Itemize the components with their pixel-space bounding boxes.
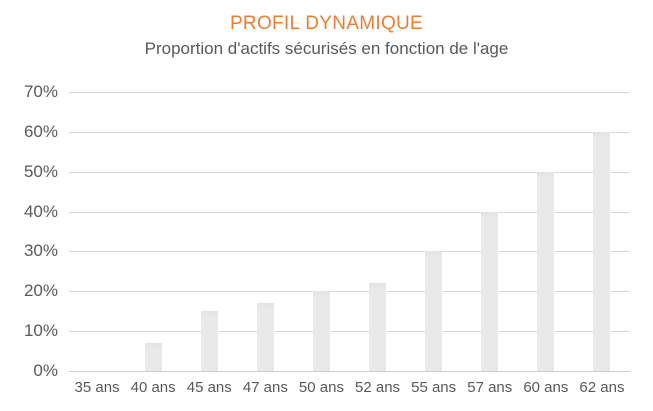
- x-axis-category-label: 40 ans: [130, 379, 176, 396]
- y-axis-tick-label: 0%: [33, 361, 58, 380]
- bar: [256, 303, 274, 371]
- bar: [425, 251, 443, 371]
- y-axis-tick-label: 20%: [23, 281, 58, 301]
- y-axis-tick-label: 50%: [23, 161, 58, 181]
- x-axis-category-label: 60 ans: [523, 379, 569, 396]
- x-axis-category-label: 47 ans: [242, 379, 288, 396]
- plot-area: [69, 92, 630, 372]
- gridline: [69, 331, 630, 333]
- x-axis-category-label: 35 ans: [74, 379, 120, 396]
- bar: [537, 171, 555, 371]
- bar: [144, 343, 162, 371]
- x-axis-category-label: 55 ans: [411, 379, 457, 396]
- y-axis-tick-label: 70%: [23, 82, 58, 101]
- bar: [593, 131, 611, 371]
- gridline: [69, 211, 630, 213]
- gridline: [69, 171, 630, 173]
- y-axis-tick-label: 10%: [23, 321, 58, 341]
- x-axis-category-label: 52 ans: [355, 379, 401, 396]
- y-axis-tick-label: 40%: [23, 201, 58, 221]
- chart-title: PROFIL DYNAMIQUE: [229, 13, 424, 34]
- x-axis: 35 ans 40 ans 45 ans 47 ans 50 ans 52 ans 55 a…: [69, 372, 630, 402]
- x-axis-line: [69, 371, 630, 372]
- bar: [369, 283, 387, 371]
- gridline: [69, 291, 630, 293]
- bar: [200, 311, 218, 371]
- x-axis-category-label: 50 ans: [298, 379, 344, 396]
- y-axis-tick-label: 30%: [23, 241, 58, 261]
- x-axis-category-label: 45 ans: [186, 379, 232, 396]
- x-axis-category-label: 57 ans: [467, 379, 513, 396]
- y-axis-tick-label: 60%: [23, 121, 58, 141]
- bar: [312, 291, 330, 371]
- bar: [481, 211, 499, 371]
- gridline: [69, 131, 630, 133]
- chart-subtitle: Proportion d'actifs sécurisés en fonctio…: [144, 39, 509, 58]
- gridline: [69, 251, 630, 253]
- x-axis-category-label: 62 ans: [579, 379, 625, 396]
- gridline: [69, 92, 630, 93]
- y-axis: 0% 10% 20% 30% 40% 50% 60% 70%: [0, 82, 58, 380]
